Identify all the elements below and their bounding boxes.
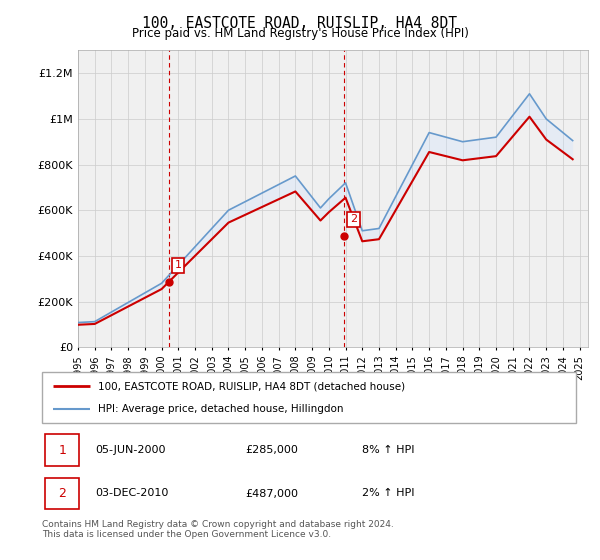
Text: HPI: Average price, detached house, Hillingdon: HPI: Average price, detached house, Hill… bbox=[98, 404, 344, 414]
Text: 1: 1 bbox=[58, 444, 66, 456]
FancyBboxPatch shape bbox=[44, 478, 79, 509]
Text: 2% ↑ HPI: 2% ↑ HPI bbox=[362, 488, 415, 498]
Text: £487,000: £487,000 bbox=[245, 488, 298, 498]
Text: 2: 2 bbox=[58, 487, 66, 500]
Text: 2: 2 bbox=[350, 214, 357, 225]
FancyBboxPatch shape bbox=[42, 372, 576, 423]
Text: 03-DEC-2010: 03-DEC-2010 bbox=[95, 488, 169, 498]
Text: 1: 1 bbox=[175, 260, 181, 270]
Text: £285,000: £285,000 bbox=[245, 445, 298, 455]
Text: Price paid vs. HM Land Registry's House Price Index (HPI): Price paid vs. HM Land Registry's House … bbox=[131, 27, 469, 40]
FancyBboxPatch shape bbox=[44, 435, 79, 466]
Text: 100, EASTCOTE ROAD, RUISLIP, HA4 8DT (detached house): 100, EASTCOTE ROAD, RUISLIP, HA4 8DT (de… bbox=[98, 381, 405, 391]
Text: Contains HM Land Registry data © Crown copyright and database right 2024.
This d: Contains HM Land Registry data © Crown c… bbox=[42, 520, 394, 539]
Text: 100, EASTCOTE ROAD, RUISLIP, HA4 8DT: 100, EASTCOTE ROAD, RUISLIP, HA4 8DT bbox=[143, 16, 458, 31]
Text: 05-JUN-2000: 05-JUN-2000 bbox=[95, 445, 166, 455]
Text: 8% ↑ HPI: 8% ↑ HPI bbox=[362, 445, 415, 455]
